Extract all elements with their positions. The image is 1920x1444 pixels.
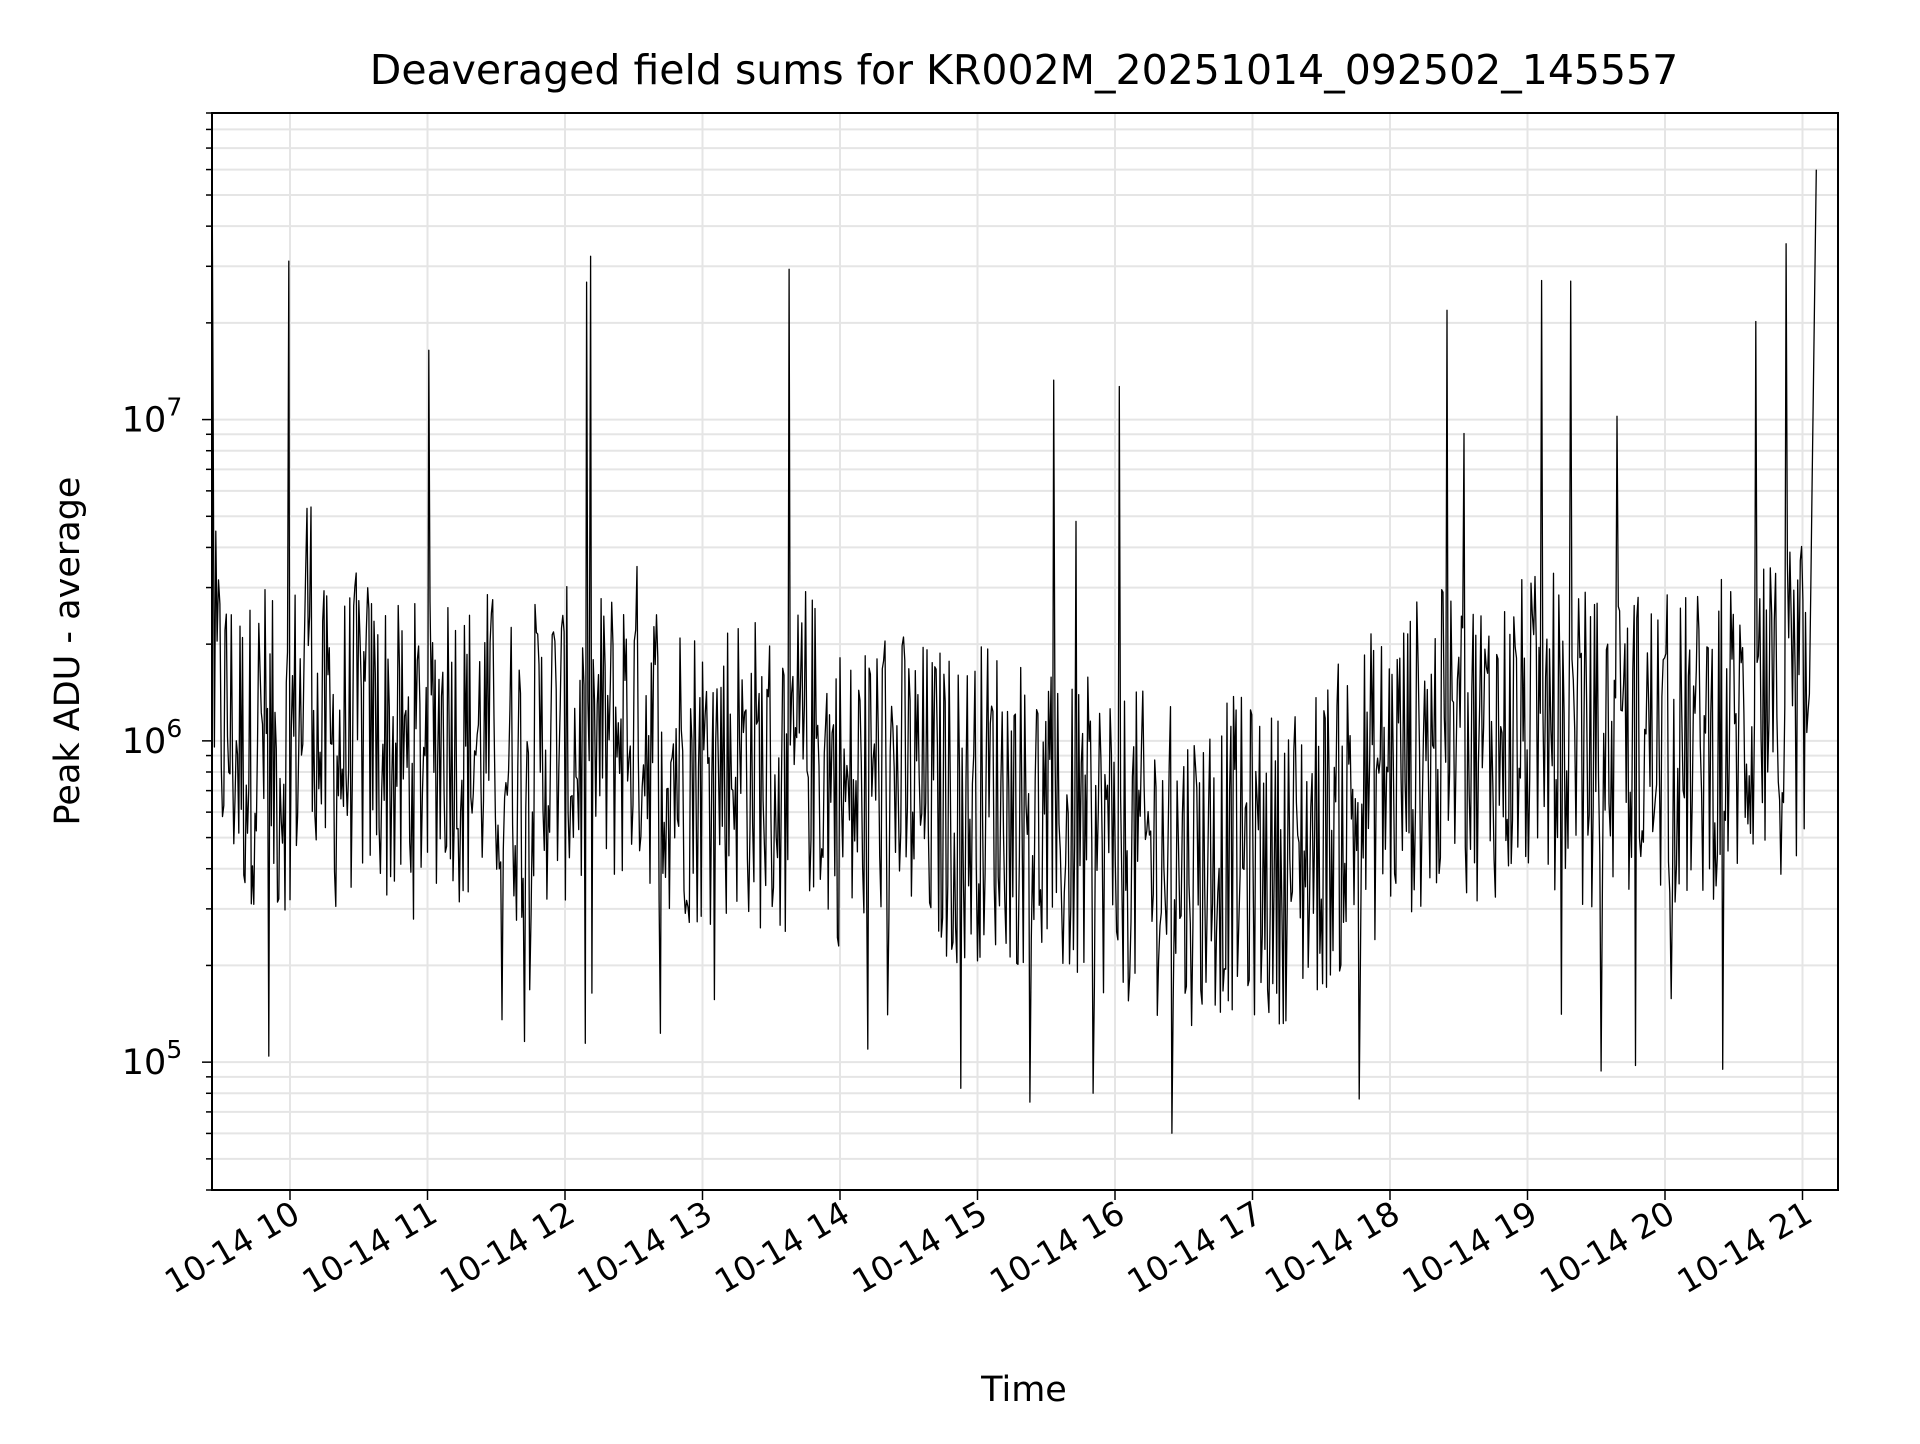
grid-layer [212,112,1838,1191]
data-layer [212,168,1817,1134]
chart-title: Deaveraged field sums for KR002M_2025101… [370,46,1679,94]
y-axis-label: Peak ADU - average [48,477,88,826]
x-axis-label: Time [980,1370,1067,1410]
data-series-line [212,168,1817,1134]
y-tick-label: 105 [122,1035,182,1083]
y-tick-label: 107 [122,393,182,441]
y-tick-label: 106 [122,714,182,762]
plot-frame [211,112,1839,1191]
